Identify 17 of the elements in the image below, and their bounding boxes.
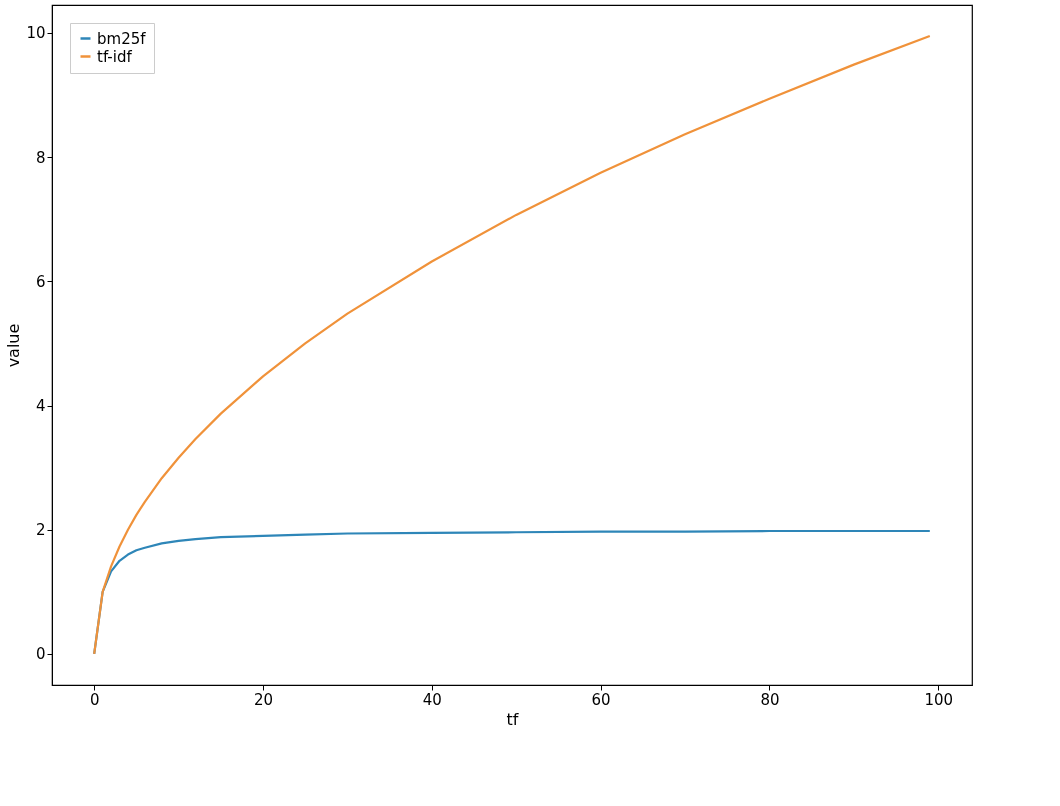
legend-label: tf-idf <box>97 47 133 66</box>
legend-label: bm25f <box>97 29 147 48</box>
y-tick-label: 0 <box>35 645 46 664</box>
y-tick-label: 4 <box>35 397 46 416</box>
y-tick-label: 2 <box>35 521 46 540</box>
y-tick-label: 8 <box>35 148 46 167</box>
x-tick-label: 80 <box>760 690 780 709</box>
x-axis-title: tf <box>506 709 519 729</box>
y-axis-title: value <box>4 323 24 368</box>
y-tick-label: 10 <box>26 24 46 43</box>
x-tick-label: 40 <box>422 690 442 709</box>
x-tick-label: 0 <box>89 690 100 709</box>
y-tick-label: 6 <box>35 272 46 291</box>
x-tick-label: 100 <box>924 690 954 709</box>
x-tick-label: 20 <box>253 690 274 709</box>
x-tick-label: 60 <box>591 690 611 709</box>
line-series <box>93 34 931 656</box>
